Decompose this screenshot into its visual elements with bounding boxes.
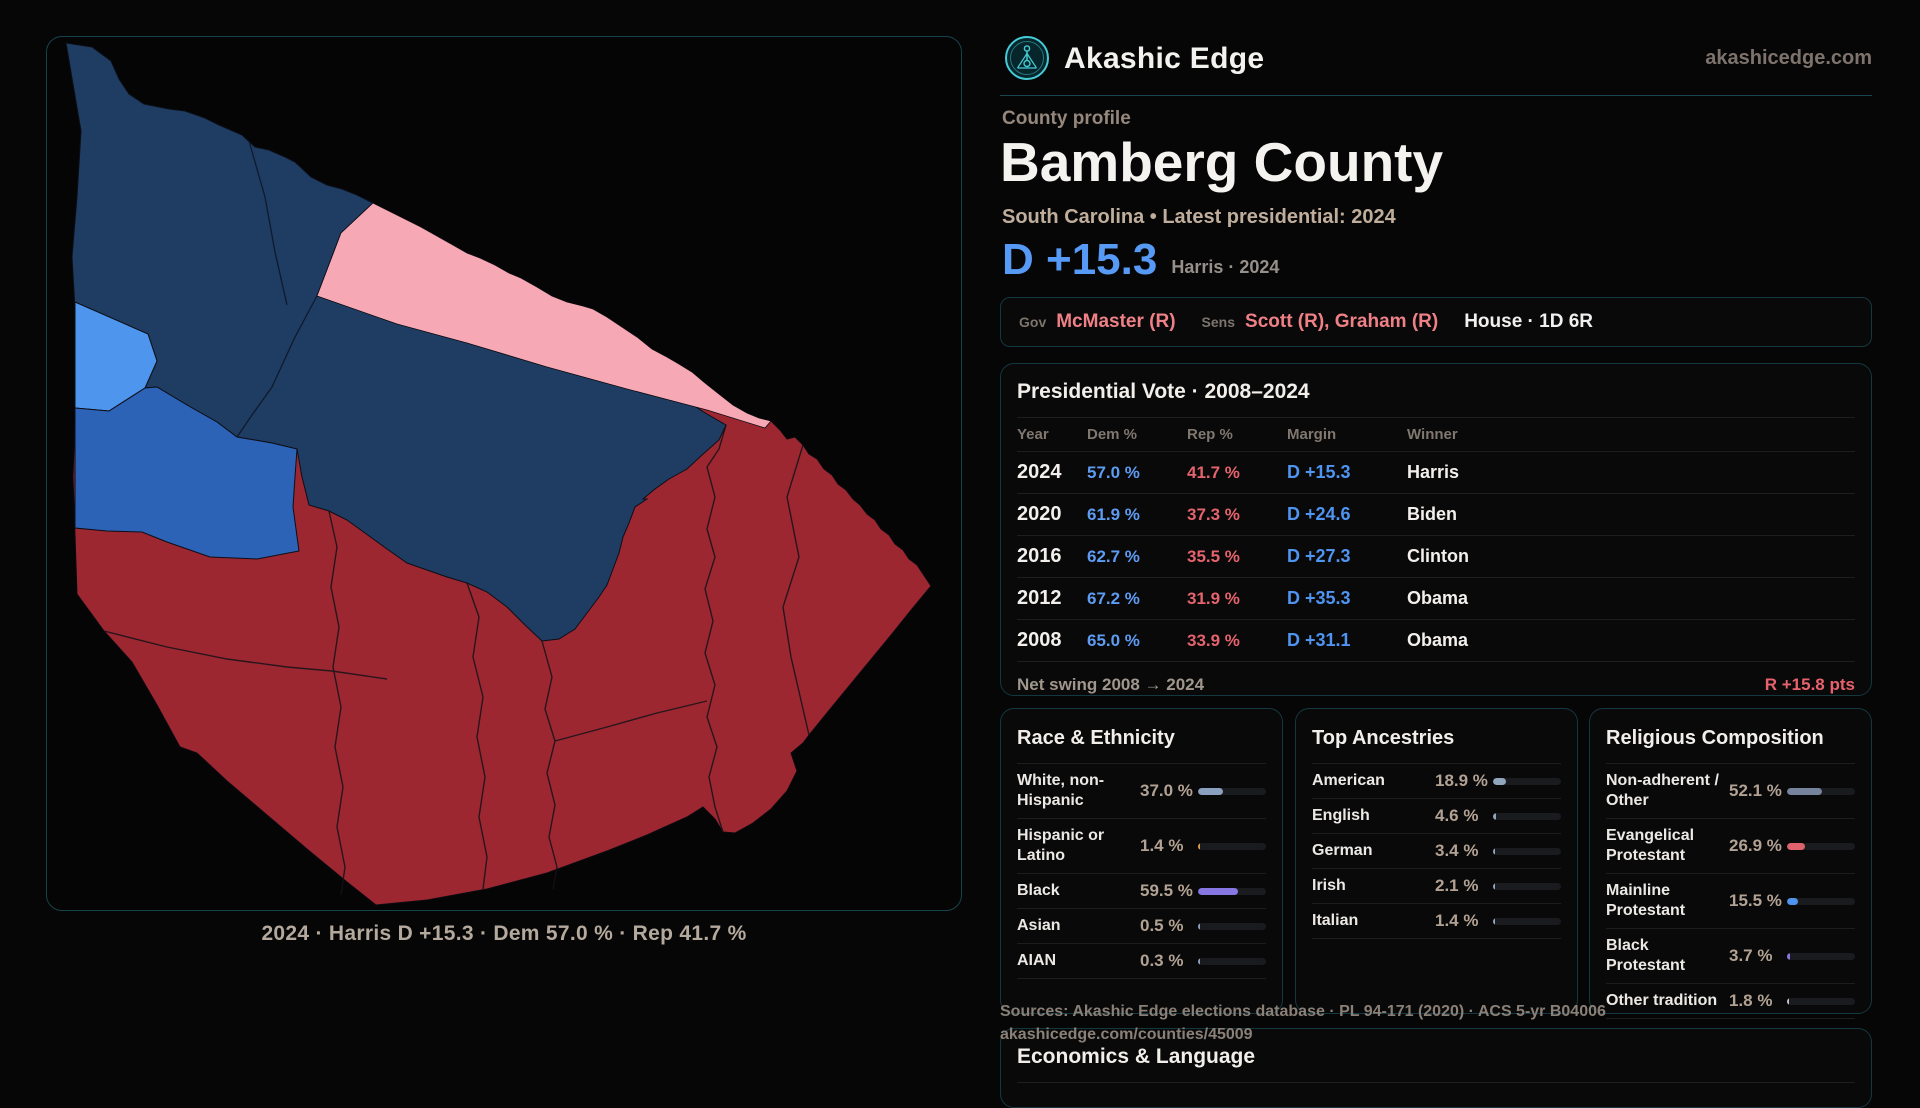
stat-row: Non-adherent / Other 52.1 % <box>1606 764 1855 819</box>
stat-row: Black 59.5 % <box>1017 874 1266 909</box>
top-ancestries-title: Top Ancestries <box>1312 727 1455 749</box>
table-header-row: Year Dem % Rep % Margin Winner <box>1017 418 1855 452</box>
stat-row: Black Protestant 3.7 % <box>1606 929 1855 984</box>
table-row: 2012 67.2 % 31.9 % D +35.3 Obama <box>1017 578 1855 620</box>
top-ancestries-card: Top Ancestries American 18.9 % English 4… <box>1295 708 1578 1014</box>
stat-row: Asian 0.5 % <box>1017 909 1266 944</box>
stat-row: White, non-Hispanic 37.0 % <box>1017 764 1266 819</box>
stat-bar <box>1493 882 1561 890</box>
akashic-edge-logo-icon <box>1005 36 1049 80</box>
officials-bar: Gov McMaster (R) Sens Scott (R), Graham … <box>1000 297 1872 347</box>
headline-margin: D +15.3 Harris · 2024 <box>1002 238 1279 282</box>
table-row: 2008 65.0 % 33.9 % D +31.1 Obama <box>1017 620 1855 662</box>
divider <box>1312 763 1561 764</box>
stat-bar <box>1198 887 1266 895</box>
stat-row: Italian 1.4 % <box>1312 904 1561 939</box>
stat-row: German 3.4 % <box>1312 834 1561 869</box>
stat-bar <box>1787 952 1855 960</box>
stat-row: Mainline Protestant 15.5 % <box>1606 874 1855 929</box>
stat-bar <box>1493 812 1561 820</box>
header-divider <box>1000 95 1872 96</box>
religious-composition-title: Religious Composition <box>1606 727 1824 749</box>
stat-bar <box>1787 897 1855 905</box>
navy-county-boundaries <box>236 140 318 438</box>
brand-header: Akashic Edge akashicedge.com <box>1000 33 1872 85</box>
col-winner: Winner <box>1407 426 1458 443</box>
page-subtitle: South Carolina • Latest presidential: 20… <box>1002 206 1396 228</box>
col-year: Year <box>1017 426 1049 443</box>
county-boundaries <box>103 424 810 896</box>
race-ethnicity-title: Race & Ethnicity <box>1017 727 1175 749</box>
table-row: 2020 61.9 % 37.3 % D +24.6 Biden <box>1017 494 1855 536</box>
margin-context: Harris · 2024 <box>1171 257 1280 277</box>
stat-bar <box>1493 917 1561 925</box>
stat-row: Other tradition 1.8 % <box>1606 984 1855 1019</box>
col-rep: Rep % <box>1187 426 1233 443</box>
senators-link[interactable]: Scott (R), Graham (R) <box>1245 311 1439 332</box>
sens-label: Sens <box>1201 314 1236 330</box>
stat-bar <box>1787 787 1855 795</box>
stat-bar <box>1198 787 1266 795</box>
governor-link[interactable]: McMaster (R) <box>1056 311 1176 332</box>
stat-row: English 4.6 % <box>1312 799 1561 834</box>
presidential-vote-card: Presidential Vote · 2008–2024 Year Dem %… <box>1000 363 1872 696</box>
stat-bar <box>1787 842 1855 850</box>
brand-logo[interactable] <box>1004 35 1050 81</box>
stat-bar <box>1493 777 1561 785</box>
margin-value: D +15.3 <box>1002 235 1158 284</box>
map-region-mediumblue-county[interactable] <box>74 386 300 560</box>
net-swing-value: R +15.8 pts <box>1764 675 1855 694</box>
presidential-vote-title: Presidential Vote · 2008–2024 <box>1017 380 1310 403</box>
race-ethnicity-card: Race & Ethnicity White, non-Hispanic 37.… <box>1000 708 1283 1014</box>
divider <box>1017 417 1855 418</box>
stat-bar <box>1198 957 1266 965</box>
county-map-panel <box>46 36 962 911</box>
sources-line: Sources: Akashic Edge elections database… <box>1000 1003 1606 1020</box>
stat-bar <box>1787 997 1855 1005</box>
stat-row: American 18.9 % <box>1312 764 1561 799</box>
divider <box>1017 763 1266 764</box>
stat-bar <box>1198 922 1266 930</box>
stat-row: Irish 2.1 % <box>1312 869 1561 904</box>
stat-row: Evangelical Protestant 26.9 % <box>1606 819 1855 874</box>
stat-bar <box>1493 847 1561 855</box>
choropleth-map[interactable] <box>47 37 962 911</box>
sources-permalink[interactable]: akashicedge.com/counties/45009 <box>1000 1026 1253 1043</box>
stat-row: AIAN 0.3 % <box>1017 944 1266 979</box>
page-title: Bamberg County <box>1000 131 1444 193</box>
net-swing-row: Net swing 2008 → 2024 R +15.8 pts <box>1017 662 1855 708</box>
right-panel: Akashic Edge akashicedge.com County prof… <box>1000 0 1872 1108</box>
col-margin: Margin <box>1287 426 1337 443</box>
divider <box>1606 763 1855 764</box>
kicker-county-profile: County profile <box>1002 108 1131 129</box>
religious-composition-card: Religious Composition Non-adherent / Oth… <box>1589 708 1872 1019</box>
brand-domain-link[interactable]: akashicedge.com <box>1705 47 1872 69</box>
map-region-pink-county[interactable] <box>316 202 772 429</box>
map-caption: 2024 · Harris D +15.3 · Dem 57.0 % · Rep… <box>261 922 747 945</box>
house-delegation: House · 1D 6R <box>1464 311 1594 332</box>
stat-row: Hispanic or Latino 1.4 % <box>1017 819 1266 874</box>
brand-name: Akashic Edge <box>1064 42 1265 75</box>
col-dem: Dem % <box>1087 426 1138 443</box>
stat-bar <box>1198 842 1266 850</box>
divider <box>1017 1082 1855 1083</box>
table-row: 2024 57.0 % 41.7 % D +15.3 Harris <box>1017 452 1855 494</box>
economics-language-title: Economics & Language <box>1017 1045 1256 1068</box>
table-row: 2016 62.7 % 35.5 % D +27.3 Clinton <box>1017 536 1855 578</box>
net-swing-label: Net swing 2008 → 2024 <box>1017 675 1205 694</box>
gov-label: Gov <box>1019 314 1047 330</box>
